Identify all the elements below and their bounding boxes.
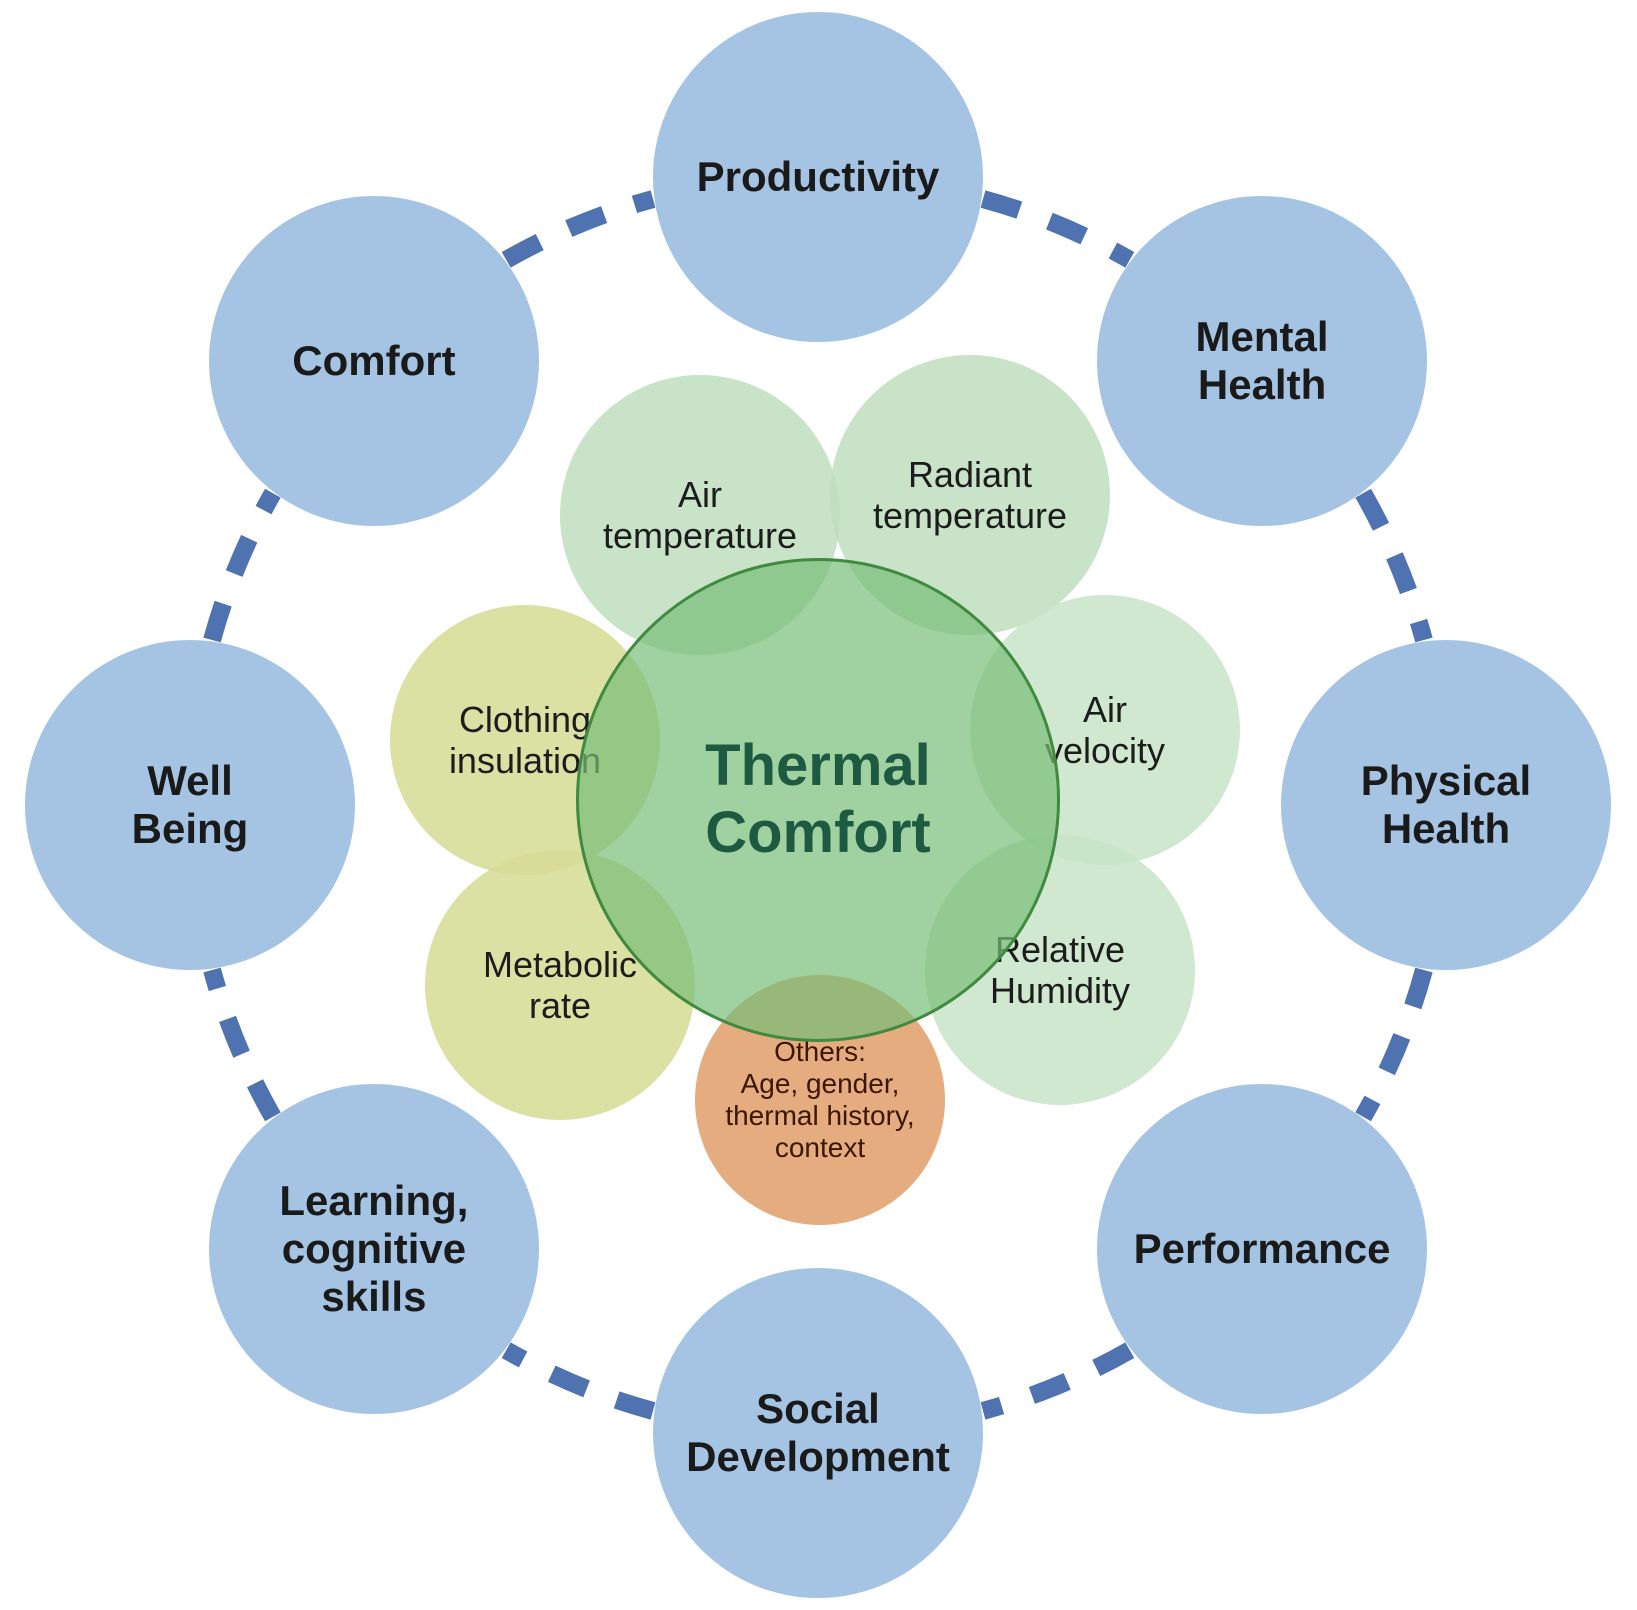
outcome-mental-health-label: Mental Health [1186, 313, 1339, 410]
outcome-learning-label: Learning, cognitive skills [269, 1177, 478, 1322]
factor-air-temp-label: Air temperature [593, 474, 807, 557]
outcome-comfort-label: Comfort [282, 337, 465, 385]
outcome-physical-health: Physical Health [1281, 640, 1611, 970]
outcome-well-being: Well Being [25, 640, 355, 970]
outcome-productivity-label: Productivity [687, 153, 950, 201]
outcome-mental-health: Mental Health [1097, 196, 1427, 526]
center-thermal-comfort: Thermal Comfort [576, 558, 1060, 1042]
diagram-stage: Air temperatureRadiant temperatureAir ve… [0, 0, 1637, 1610]
outcome-physical-health-label: Physical Health [1351, 757, 1541, 854]
outcome-social-dev-label: Social Development [676, 1385, 960, 1482]
outcome-social-dev: Social Development [653, 1268, 983, 1598]
outcome-well-being-label: Well Being [122, 757, 259, 854]
outcome-productivity: Productivity [653, 12, 983, 342]
outcome-comfort: Comfort [209, 196, 539, 526]
factor-others-label: Others: Age, gender, thermal history, co… [715, 1036, 924, 1165]
factor-radiant-temp-label: Radiant temperature [863, 454, 1077, 537]
factor-metabolic-label: Metabolic rate [473, 944, 647, 1027]
outcome-performance-label: Performance [1124, 1225, 1401, 1273]
outcome-learning: Learning, cognitive skills [209, 1084, 539, 1414]
outcome-performance: Performance [1097, 1084, 1427, 1414]
center-thermal-comfort-label: Thermal Comfort [695, 733, 941, 866]
